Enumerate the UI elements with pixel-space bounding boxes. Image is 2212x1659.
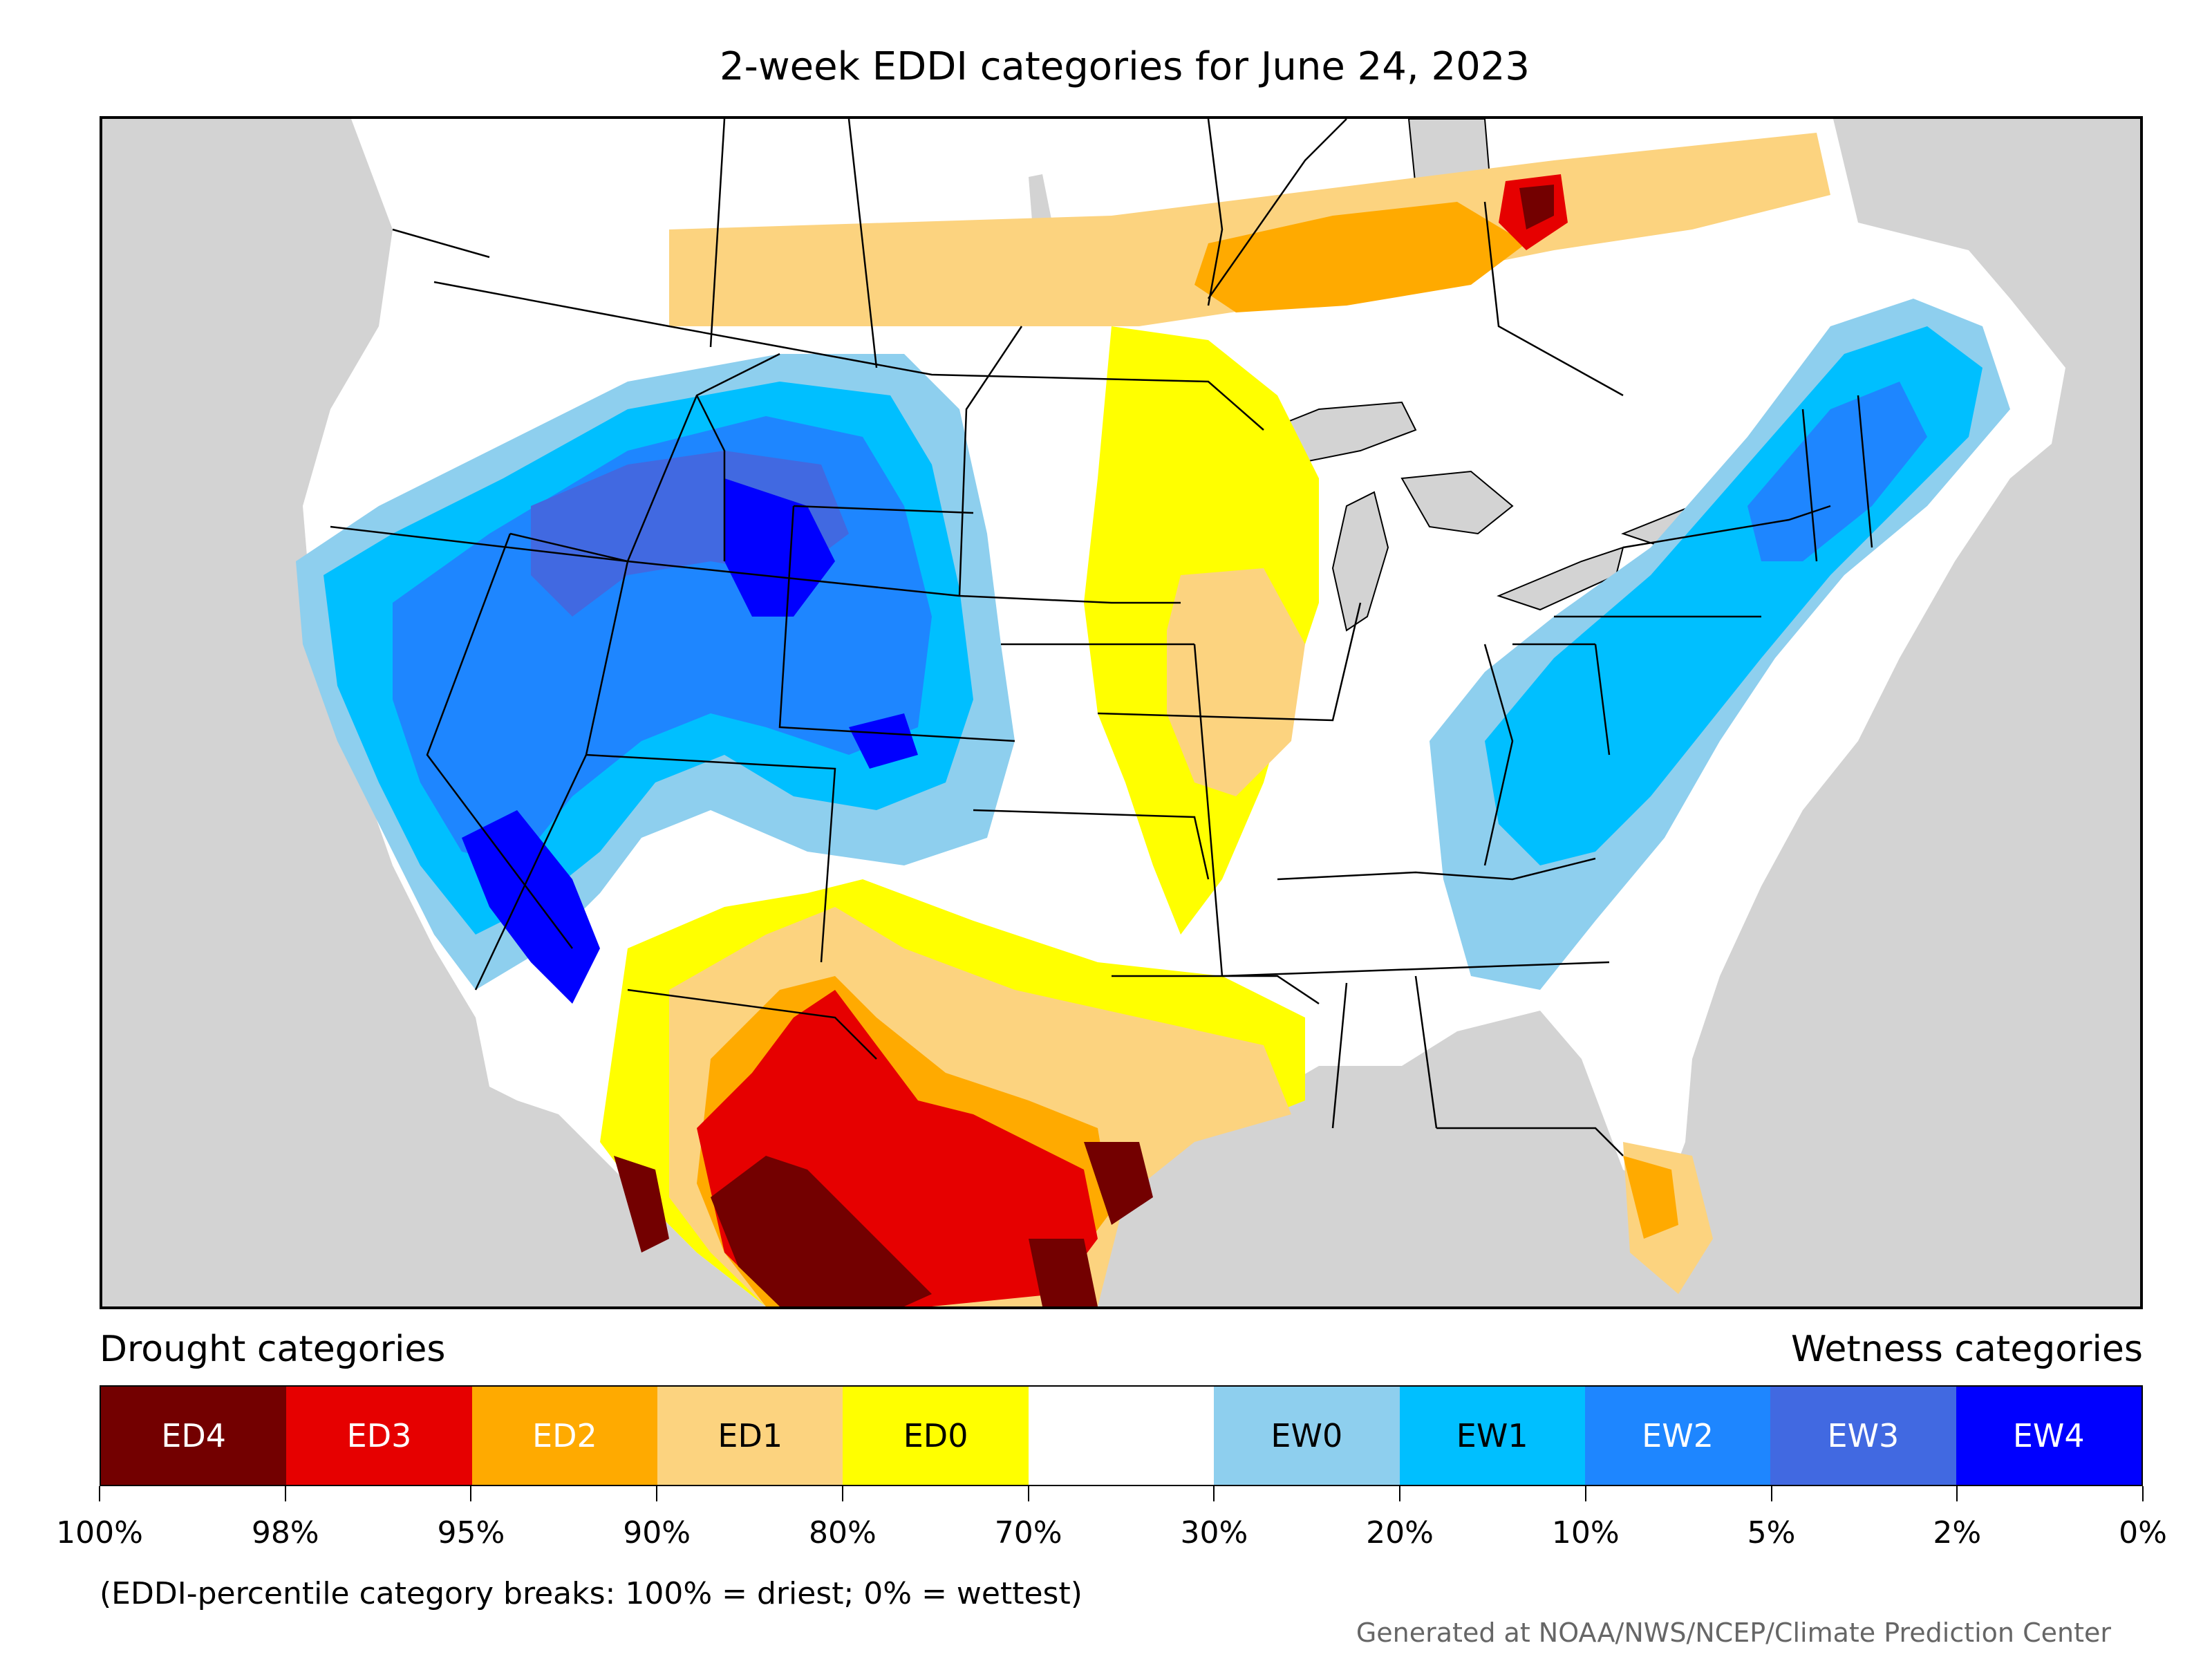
map-title: 2-week EDDI categories for June 24, 2023	[720, 44, 1530, 89]
colorbar-segment-ew2: EW2	[1584, 1387, 1771, 1485]
colorbar-segment-normal	[1028, 1387, 1215, 1485]
colorbar-segment-ew4: EW4	[1956, 1387, 2141, 1485]
colorbar-tick	[1584, 1486, 1586, 1501]
drought-area-canada-ed4	[1519, 185, 1554, 229]
map-panel	[100, 116, 2143, 1309]
colorbar-tick-label: 90%	[623, 1515, 691, 1550]
colorbar-tick	[1399, 1486, 1401, 1501]
drought-area-canada-ed2	[1194, 202, 1526, 312]
colorbar: ED4 ED3 ED2 ED1 ED0 EW0 EW1 EW2 EW3 EW4	[100, 1385, 2143, 1486]
colorbar-segment-ed0: ED0	[843, 1387, 1029, 1485]
colorbar-tick-label: 80%	[809, 1515, 877, 1550]
colorbar-tick	[1213, 1486, 1215, 1501]
colorbar-tick	[1027, 1486, 1029, 1501]
colorbar-segment-ed4: ED4	[101, 1387, 287, 1485]
colorbar-tick	[841, 1486, 843, 1501]
colorbar-tick	[99, 1486, 100, 1501]
colorbar-tick-label: 0%	[2119, 1515, 2167, 1550]
wetness-categories-header: Wetness categories	[1791, 1329, 2143, 1370]
eddi-map	[296, 119, 2065, 1306]
colorbar-tick-label: 5%	[1747, 1515, 1796, 1550]
colorbar-tick	[2142, 1486, 2144, 1501]
wetness-area-east-ew2	[1747, 382, 1927, 561]
colorbar-tick	[656, 1486, 658, 1501]
colorbar-tick-label: 2%	[1933, 1515, 1982, 1550]
drought-area-midwest-ed1	[1167, 568, 1305, 796]
wetness-area-west-ew3	[531, 451, 849, 617]
colorbar-segment-ew0: EW0	[1214, 1387, 1400, 1485]
colorbar-segment-ed3: ED3	[286, 1387, 472, 1485]
colorbar-segment-ed1: ED1	[657, 1387, 843, 1485]
colorbar-tick	[470, 1486, 472, 1501]
great-lakes	[1248, 401, 1722, 632]
boundary-lines	[330, 119, 1873, 1156]
colorbar-segment-ew3: EW3	[1770, 1387, 1956, 1485]
colorbar-tick-label: 30%	[1180, 1515, 1248, 1550]
colorbar-tick-label: 70%	[994, 1515, 1062, 1550]
drought-categories-header: Drought categories	[100, 1329, 446, 1370]
colorbar-tick	[1770, 1486, 1772, 1501]
colorbar-tick-label: 20%	[1366, 1515, 1434, 1550]
colorbar-segment-ed2: ED2	[471, 1387, 658, 1485]
colorbar-tick-label: 98%	[251, 1515, 319, 1550]
drought-area-south-ed4	[614, 1142, 1153, 1306]
colorbar-segment-ew1: EW1	[1399, 1387, 1585, 1485]
colorbar-tick	[1956, 1486, 1958, 1501]
colorbar-tick-label: 10%	[1551, 1515, 1620, 1550]
colorbar-tick	[284, 1486, 286, 1501]
credit-text: Generated at NOAA/NWS/NCEP/Climate Predi…	[1356, 1618, 2111, 1648]
colorbar-tick-label: 95%	[437, 1515, 505, 1550]
category-breaks-note: (EDDI-percentile category breaks: 100% =…	[100, 1576, 1082, 1611]
colorbar-tick-label: 100%	[56, 1515, 143, 1550]
